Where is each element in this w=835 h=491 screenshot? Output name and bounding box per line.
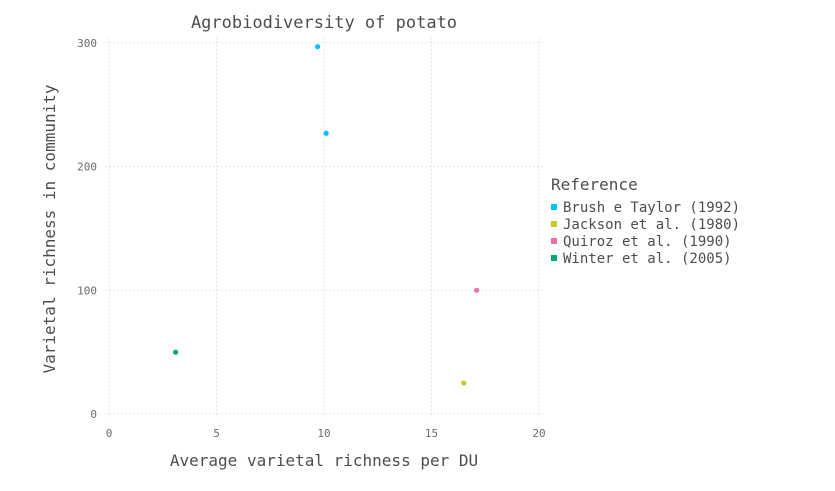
x-tick-label: 10 bbox=[317, 427, 330, 440]
y-tick-label: 100 bbox=[77, 284, 97, 297]
data-point bbox=[323, 130, 329, 136]
x-tick-label: 0 bbox=[106, 427, 113, 440]
data-point bbox=[173, 349, 179, 355]
data-points bbox=[173, 44, 480, 386]
y-tick-label: 0 bbox=[90, 408, 97, 421]
legend-items: Brush e Taylor (1992)Jackson et al. (198… bbox=[551, 200, 740, 267]
y-axis-label: Varietal richness in community bbox=[40, 84, 59, 373]
x-tick-label: 5 bbox=[213, 427, 220, 440]
data-point bbox=[314, 44, 321, 50]
legend-entry: Winter et al. (2005) bbox=[563, 251, 732, 267]
legend-entry: Quiroz et al. (1990) bbox=[563, 234, 732, 250]
legend-swatch bbox=[551, 221, 557, 227]
legend-swatch bbox=[551, 204, 557, 210]
y-tick-label: 300 bbox=[77, 37, 97, 50]
legend-title: Reference bbox=[551, 175, 638, 194]
grid-lines bbox=[105, 37, 545, 418]
x-tick-label: 15 bbox=[425, 427, 438, 440]
x-tick-label: 20 bbox=[532, 427, 545, 440]
legend-swatch bbox=[551, 238, 557, 244]
legend-entry: Jackson et al. (1980) bbox=[563, 217, 740, 233]
y-tick-labels: 0 100 200 300 bbox=[77, 37, 97, 421]
data-point bbox=[474, 287, 480, 293]
legend-swatch bbox=[551, 255, 557, 261]
data-point bbox=[461, 380, 467, 386]
y-tick-label: 200 bbox=[77, 161, 97, 174]
legend: Reference Brush e Taylor (1992)Jackson e… bbox=[551, 175, 740, 267]
chart-title: Agrobiodiversity of potato bbox=[191, 13, 457, 33]
x-axis-label: Average varietal richness per DU bbox=[170, 451, 478, 470]
legend-entry: Brush e Taylor (1992) bbox=[563, 200, 740, 216]
x-tick-labels: 0 5 10 15 20 bbox=[106, 427, 546, 440]
